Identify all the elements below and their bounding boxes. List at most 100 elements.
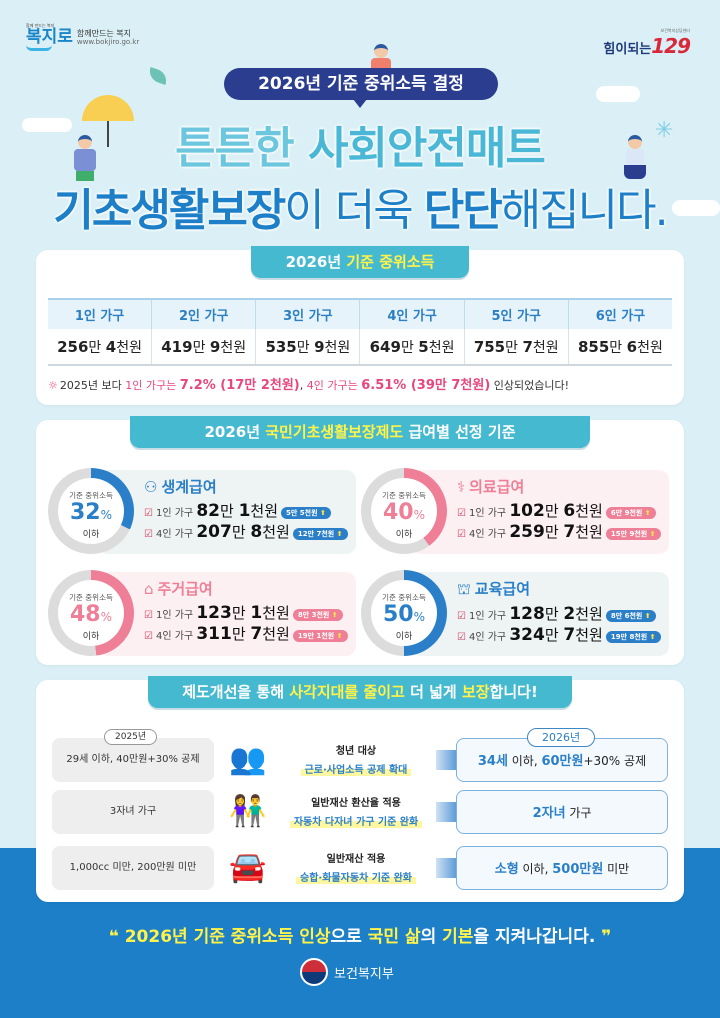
benefit-card: ⌂ 주거급여 ☑ 1인 가구 123만 1천원 8만 3천원 ⬆ ☑ 4인 가구 311… — [98, 572, 356, 656]
bokjiro-logo[interactable]: 함께 만드는 복지 복지로 함께만드는 복지 www.bokjiro.go.kr — [26, 24, 139, 51]
table-cell: 535만 9천원 — [255, 329, 361, 366]
increase-badge: 5만 5천원 ⬆ — [281, 507, 331, 519]
children-icon: 👫 — [229, 794, 267, 829]
increase-note: ☼ 2025년 보다 1인 가구는 7.2% (17만 2천원), 4인 가구는 … — [48, 378, 570, 393]
up-arrow-icon: ⬆ — [649, 633, 656, 641]
increase-badge: 19만 8천원 ⬆ — [605, 631, 661, 643]
table-cell: 649만 5천원 — [359, 329, 465, 366]
bokjiro-url[interactable]: www.bokjiro.go.kr — [76, 38, 140, 47]
old-criteria: 1,000cc 미만, 200만원 미만 — [52, 846, 214, 890]
quote-close-icon: ❞ — [595, 927, 612, 947]
ministry-logo[interactable]: 보건복지부 — [300, 958, 394, 986]
year-2026-label: 2026년 — [527, 728, 596, 747]
up-arrow-icon: ⬆ — [649, 530, 656, 538]
column-header: 6인 가구 — [568, 298, 672, 329]
headline-line-1: 튼튼한 사회안전매트 — [175, 123, 546, 174]
increase-badge: 8만 6천원 ⬆ — [605, 610, 656, 622]
benefit-medical: ⚕ 의료급여 ☑ 1인 가구 102만 6천원 6만 9천원 ⬆ ☑ 4인 가구 259… — [361, 460, 671, 564]
young-adults-icon: 👥 — [229, 742, 267, 777]
median-income-panel: 2026년 기준 중위소득 1인 가구 2인 가구 3인 가구 4인 가구 5인… — [36, 246, 684, 405]
up-arrow-icon: ⬆ — [331, 611, 338, 619]
table-cell: 755만 7천원 — [464, 329, 569, 366]
improvement-row-multichild: 3자녀 가구 👫 일반재산 환산율 적용 자동차 다자녀 가구 기준 완화 2자… — [36, 790, 684, 834]
improvement-row-vehicle: 1,000cc 미만, 200만원 미만 🚘 일반재산 적용 승합·화물자동차 … — [36, 846, 684, 890]
table-header-row: 1인 가구 2인 가구 3인 가구 4인 가구 5인 가구 6인 가구 — [48, 298, 672, 329]
table-cell: 855만 6천원 — [568, 329, 672, 366]
old-criteria: 3자녀 가구 — [52, 790, 214, 834]
percentage-ring: 기준 중위소득 40% 이하 — [361, 468, 447, 554]
car-garage-icon: 🚘 — [229, 850, 267, 885]
benefit-housing: ⌂ 주거급여 ☑ 1인 가구 123만 1천원 8만 3천원 ⬆ ☑ 4인 가구 311… — [48, 562, 358, 666]
increase-badge: 6만 9천원 ⬆ — [605, 507, 656, 519]
up-arrow-icon: ⬆ — [336, 632, 343, 640]
taegeuk-emblem-icon — [300, 958, 328, 986]
new-criteria: 2026년 34세 이하, 60만원+30% 공제 — [456, 728, 668, 782]
footer-slogan: ❝ 2026년 기준 중위소득 인상으로 국민 삶의 기본을 지켜나갑니다. ❞ — [108, 927, 612, 947]
improvements-title: 제도개선을 통해 사각지대를 줄이고 더 넓게 보장합니다! — [148, 676, 572, 708]
up-arrow-icon: ⬆ — [319, 509, 326, 517]
leaf-decoration — [146, 66, 170, 86]
up-arrow-icon: ⬆ — [336, 530, 343, 538]
benefit-education: ⛫ 교육급여 ☑ 1인 가구 128만 2천원 8만 6천원 ⬆ ☑ 4인 가구 324… — [361, 562, 671, 666]
column-header: 4인 가구 — [359, 298, 465, 329]
benefit-criteria-title: 2026년 국민기초생활보장제도 급여별 선정 기준 — [130, 416, 590, 448]
checkbox-icon: ☑ — [144, 529, 153, 540]
increase-badge: 8만 3천원 ⬆ — [292, 609, 343, 621]
headline-line-2: 기초생활보장이 더욱 단단해집니다. — [53, 185, 668, 236]
increase-badge: 12만 7천원 ⬆ — [292, 528, 348, 540]
checkbox-icon: ☑ — [457, 508, 466, 519]
cloud-decoration — [22, 118, 72, 132]
lightbulb-icon: ☼ — [48, 379, 58, 392]
school-icon: ⛫ — [457, 580, 471, 598]
column-header: 3인 가구 — [255, 298, 361, 329]
improvement-row-youth: 2025년 29세 이하, 40만원+30% 공제 👥 청년 대상 근로·사업소… — [36, 728, 684, 782]
increase-badge: 15만 9천원 ⬆ — [605, 528, 661, 540]
checkbox-icon: ☑ — [457, 611, 466, 622]
median-income-table: 1인 가구 2인 가구 3인 가구 4인 가구 5인 가구 6인 가구 256만… — [48, 298, 672, 366]
column-header: 5인 가구 — [464, 298, 569, 329]
arrow-right-icon — [436, 796, 468, 828]
benefit-criteria-panel: 2026년 국민기초생활보장제도 급여별 선정 기준 ⚇ 생계급여 ☑ 1인 가구 … — [36, 416, 684, 666]
bokjiro-mark: 함께 만드는 복지 복지로 — [26, 24, 73, 51]
sparkle-icon: ✳ — [655, 118, 674, 143]
arrow-right-icon — [436, 852, 468, 884]
benefit-livelihood: ⚇ 생계급여 ☑ 1인 가구 82만 1천원 5만 5천원 ⬆ ☑ 4인 가구 207만… — [48, 460, 358, 564]
child-illustration-right — [618, 135, 652, 195]
table-cell: 256만 4천원 — [48, 329, 153, 366]
improvement-description: 청년 대상 근로·사업소득 공제 확대 — [276, 742, 436, 777]
increase-badge: 19만 1천원 ⬆ — [292, 630, 348, 642]
house-icon: ⌂ — [144, 580, 154, 598]
median-income-title: 2026년 기준 중위소득 — [251, 246, 469, 278]
stethoscope-icon: ⚕ — [457, 478, 466, 496]
new-criteria: 2자녀 가구 — [456, 790, 668, 834]
improvement-description: 일반재산 환산율 적용 자동차 다자녀 가구 기준 완화 — [276, 794, 436, 829]
column-header: 1인 가구 — [48, 298, 153, 329]
cloud-decoration — [672, 200, 720, 216]
smile-icon — [26, 45, 52, 51]
arrow-right-icon — [436, 744, 468, 776]
person-icon: ⚇ — [144, 478, 158, 496]
checkbox-icon: ☑ — [144, 631, 153, 642]
up-arrow-icon: ⬆ — [644, 509, 651, 517]
improvements-panel: 제도개선을 통해 사각지대를 줄이고 더 넓게 보장합니다! 2025년 29세… — [36, 676, 684, 902]
bokjiro-slogan: 함께만드는 복지 — [76, 28, 131, 38]
quote-open-icon: ❝ — [108, 927, 125, 947]
up-arrow-icon: ⬆ — [644, 612, 651, 620]
percentage-ring: 기준 중위소득 48% 이하 — [48, 570, 134, 656]
cloud-decoration — [596, 86, 640, 102]
table-row: 256만 4천원 419만 9천원 535만 9천원 649만 5천원 755만… — [48, 329, 672, 366]
table-cell: 419만 9천원 — [151, 329, 257, 366]
child-illustration-left — [68, 135, 102, 195]
percentage-ring: 기준 중위소득 32% 이하 — [48, 468, 134, 554]
percentage-ring: 기준 중위소득 50% 이하 — [361, 570, 447, 656]
checkbox-icon: ☑ — [144, 508, 153, 519]
new-criteria: 소형 이하, 500만원 미만 — [456, 846, 668, 890]
checkbox-icon: ☑ — [457, 632, 466, 643]
hotline-129-logo[interactable]: 보건복지상담센터 힘이되는129 — [603, 28, 691, 58]
column-header: 2인 가구 — [151, 298, 257, 329]
benefit-card: ⚕ 의료급여 ☑ 1인 가구 102만 6천원 6만 9천원 ⬆ ☑ 4인 가구 259… — [411, 470, 669, 554]
benefit-card: ⛫ 교육급여 ☑ 1인 가구 128만 2천원 8만 6천원 ⬆ ☑ 4인 가구 324… — [411, 572, 669, 656]
checkbox-icon: ☑ — [144, 610, 153, 621]
benefit-card: ⚇ 생계급여 ☑ 1인 가구 82만 1천원 5만 5천원 ⬆ ☑ 4인 가구 207만… — [98, 470, 356, 554]
improvement-description: 일반재산 적용 승합·화물자동차 기준 완화 — [276, 850, 436, 885]
